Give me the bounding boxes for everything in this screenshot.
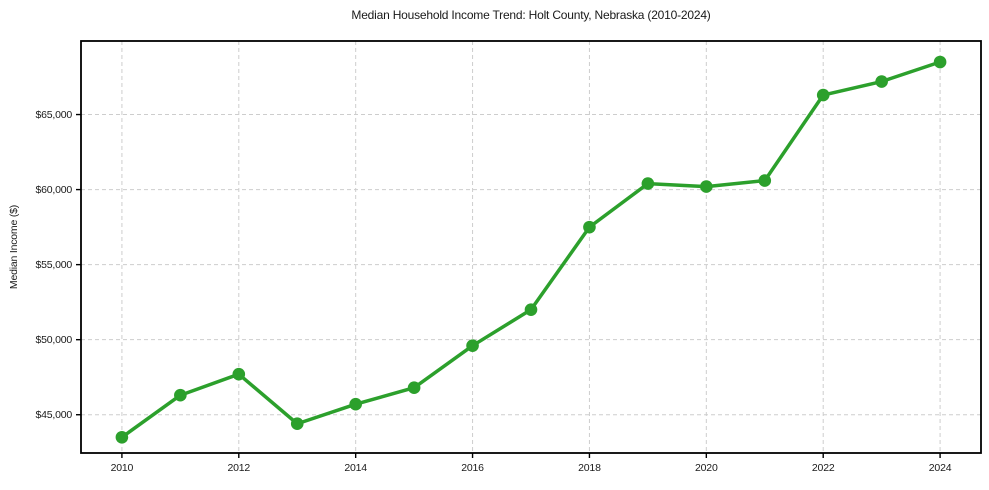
x-tick-label: 2022 xyxy=(812,462,835,474)
x-tick-label: 2020 xyxy=(695,462,718,474)
x-tick-label: 2010 xyxy=(111,462,134,474)
data-point-2015 xyxy=(407,381,421,395)
trend-line xyxy=(120,60,942,439)
chart-title: Median Household Income Trend: Holt Coun… xyxy=(351,8,711,22)
y-tick-label: $55,000 xyxy=(35,259,72,271)
data-point-2017 xyxy=(524,303,538,316)
x-tick-label: 2024 xyxy=(929,462,952,474)
y-tick-label: $50,000 xyxy=(35,334,72,346)
data-point-2018 xyxy=(583,220,596,234)
data-point-2013 xyxy=(290,417,304,431)
x-tick-label: 2014 xyxy=(344,462,367,474)
data-point-2022 xyxy=(816,88,830,102)
data-point-2021 xyxy=(758,174,772,187)
data-point-2023 xyxy=(875,75,888,88)
data-point-2011 xyxy=(174,388,187,402)
x-tick-label: 2016 xyxy=(461,462,484,474)
y-axis-label: Median Income ($) xyxy=(8,204,20,290)
data-point-2024 xyxy=(933,55,947,69)
axes-spines xyxy=(80,40,982,454)
y-tick-label: $60,000 xyxy=(35,184,72,196)
data-point-2012 xyxy=(232,367,246,381)
x-tick-label: 2018 xyxy=(578,462,601,474)
data-point-2010 xyxy=(115,430,129,444)
data-point-2016 xyxy=(466,339,479,352)
x-tick-label: 2012 xyxy=(228,462,251,474)
data-point-2019 xyxy=(641,177,655,190)
y-tick-label: $45,000 xyxy=(35,409,72,421)
y-tick-label: $65,000 xyxy=(35,109,72,121)
data-point-2014 xyxy=(349,397,362,411)
data-point-2020 xyxy=(700,180,713,193)
